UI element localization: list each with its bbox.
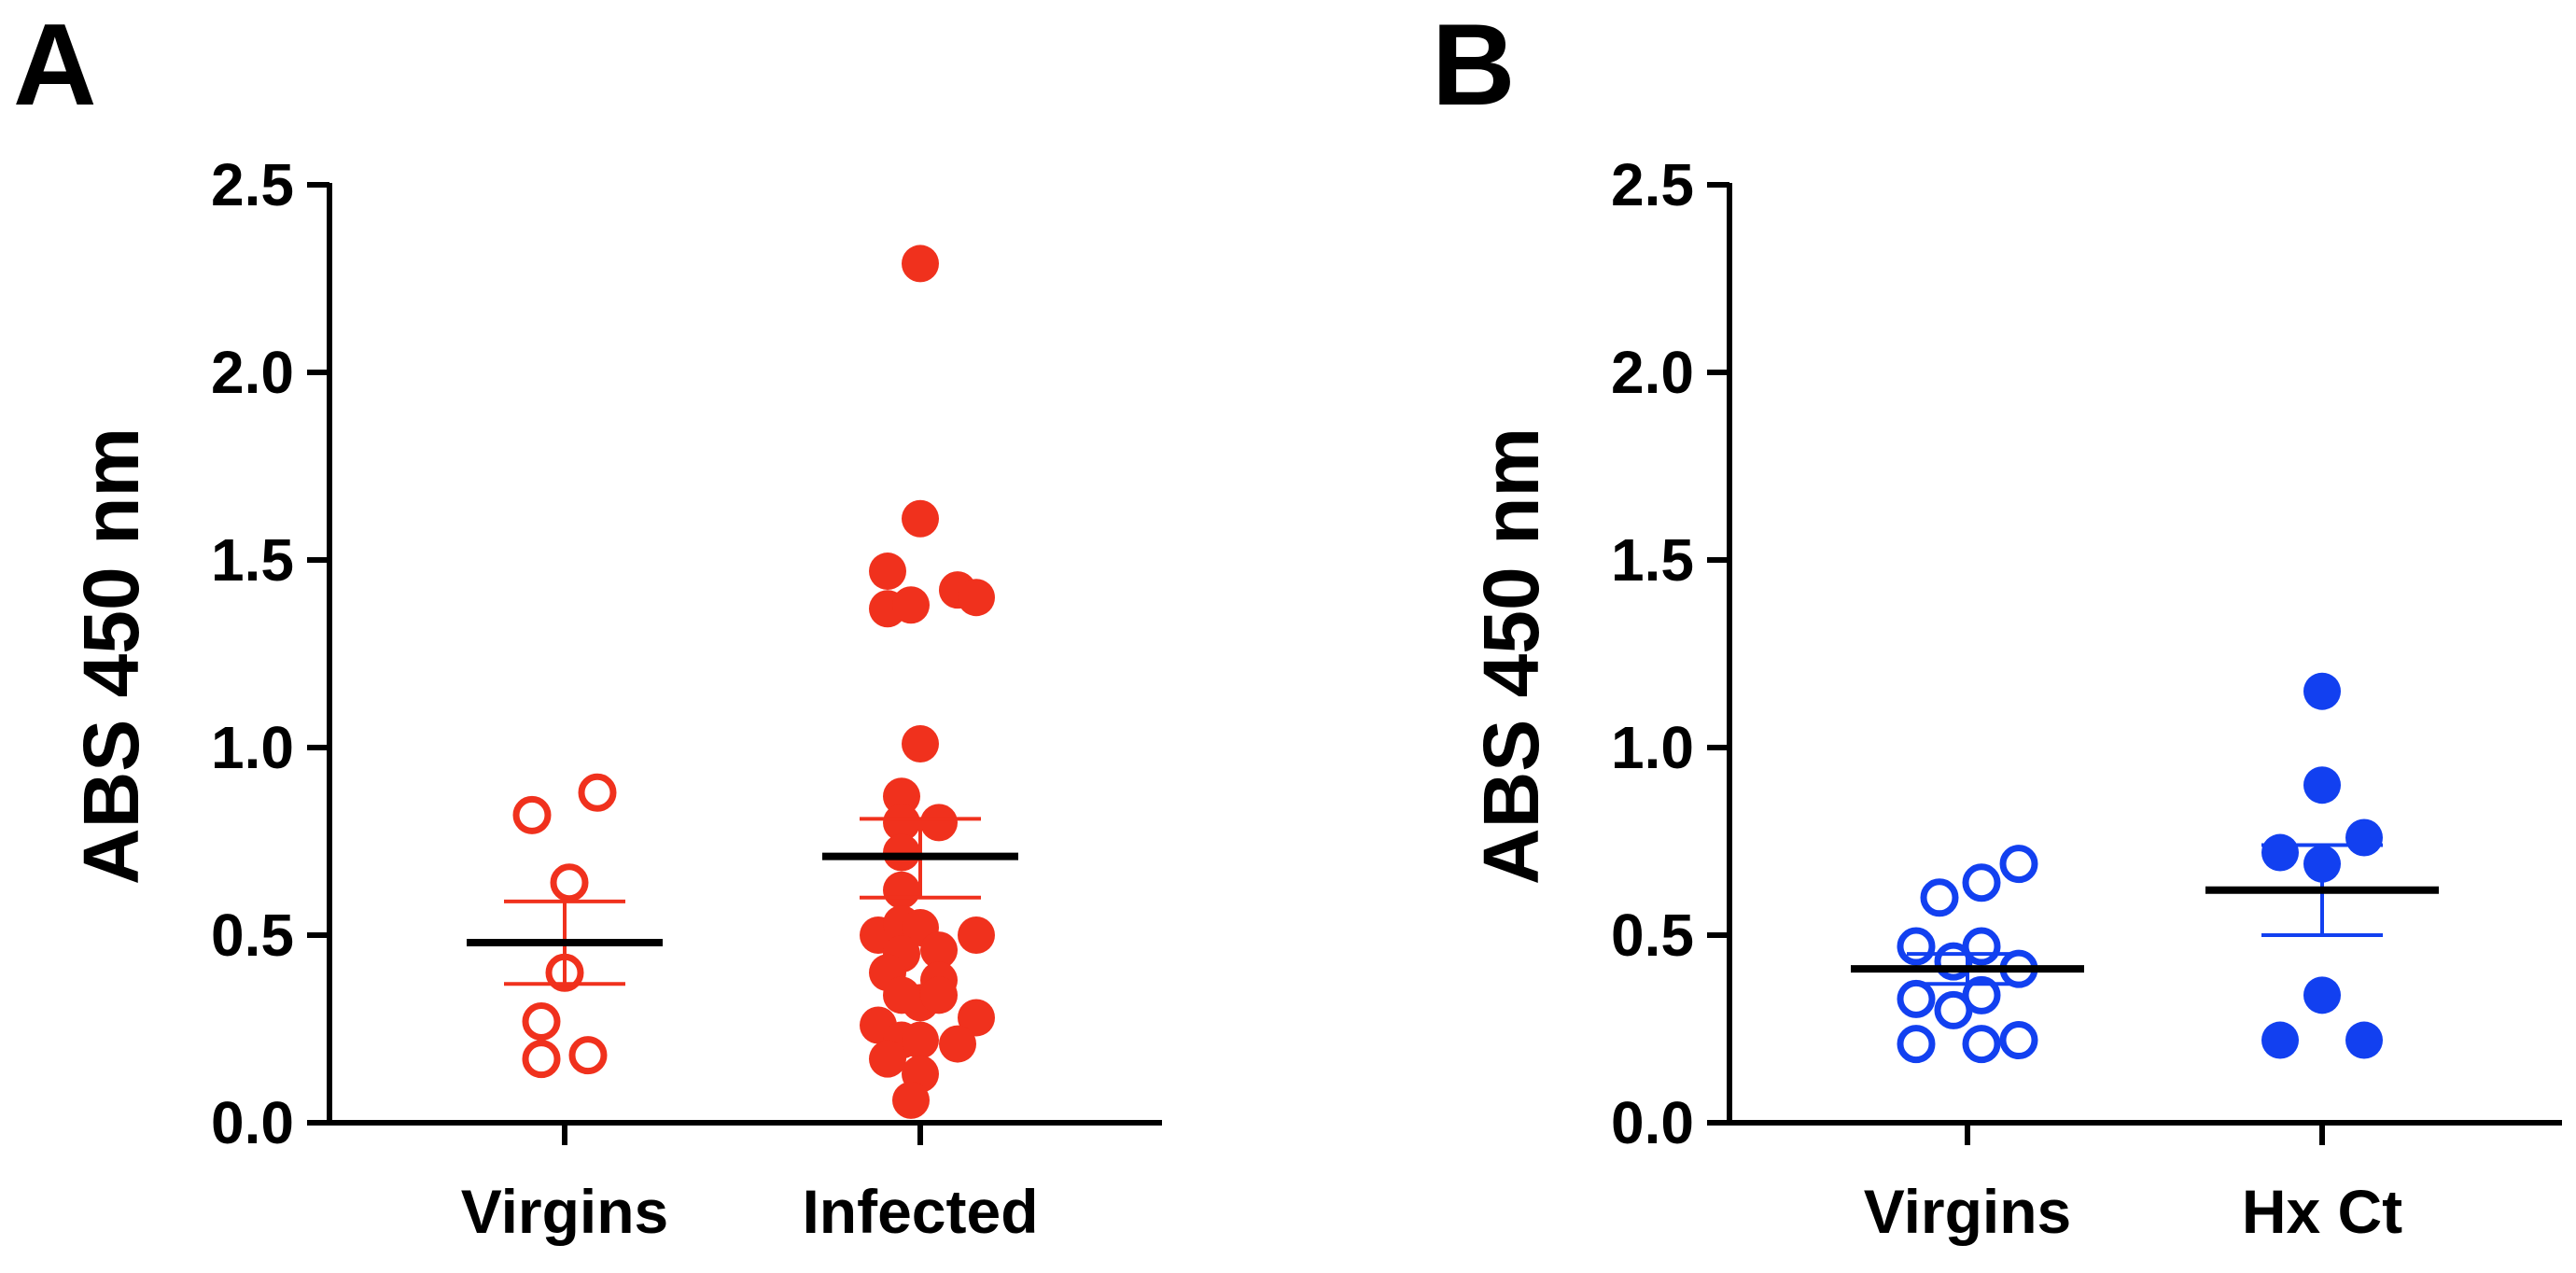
data-point: [902, 245, 939, 283]
data-point: [920, 931, 958, 970]
data-point: [920, 976, 958, 1014]
data-point: [1962, 863, 2001, 902]
data-point: [2261, 1021, 2299, 1059]
data-point: [939, 1025, 976, 1063]
data-point: [1897, 927, 1936, 966]
data-point: [1962, 1025, 2001, 1064]
data-point: [1999, 845, 2038, 884]
data-point: [883, 976, 920, 1014]
y-tick-label: 0.5: [1611, 902, 1694, 969]
data-point: [883, 871, 920, 909]
data-point: [2261, 833, 2299, 872]
panel-b-letter: B: [1432, 1, 1516, 130]
data-point: [883, 804, 920, 842]
data-point: [1934, 990, 1973, 1029]
data-point: [869, 1040, 906, 1078]
data-point: [902, 1021, 939, 1059]
data-point: [568, 1036, 608, 1075]
data-point: [920, 804, 958, 842]
y-tick-label: 1.0: [211, 714, 294, 781]
y-tick-label: 1.5: [211, 526, 294, 594]
data-point: [2303, 672, 2341, 710]
x-category-label: Virgins: [1864, 1177, 2072, 1246]
panel-b: B ABS 450 nm 0.0 0.5 1.0 1.5 2.0 2.5 Virgins Hx…: [1432, 1, 2562, 1246]
panel-a: A ABS 450 nm 0.0 0.5 1.0 1.5 2.0 2.5 Virgins In…: [13, 1, 1162, 1246]
data-point: [883, 777, 920, 816]
x-category-label: Virgins: [461, 1177, 669, 1246]
x-category-label: Infected: [802, 1177, 1038, 1246]
data-point: [902, 499, 939, 538]
data-point: [1999, 1021, 2038, 1060]
data-point: [2345, 1021, 2383, 1059]
y-tick-label: 1.5: [1611, 526, 1694, 594]
data-point: [1897, 979, 1936, 1018]
data-point: [892, 1081, 930, 1119]
data-point: [883, 833, 920, 872]
y-tick-label: 1.0: [1611, 714, 1694, 781]
data-point: [2345, 818, 2383, 857]
panel-a-plot: 0.0 0.5 1.0 1.5 2.0 2.5 Virgins Infected: [211, 151, 1162, 1246]
panel-b-y-axis-title: ABS 450 nm: [1467, 427, 1555, 885]
data-point: [1962, 975, 2001, 1014]
data-point: [1920, 878, 1959, 917]
data-point: [522, 1040, 561, 1079]
data-point: [578, 773, 617, 812]
data-point: [902, 724, 939, 762]
panel-b-plot: 0.0 0.5 1.0 1.5 2.0 2.5 Virgins Hx Ct: [1611, 151, 2562, 1246]
y-tick-label: 0.0: [211, 1089, 294, 1156]
data-point: [522, 1001, 561, 1041]
data-point: [958, 579, 995, 617]
data-point: [2303, 766, 2341, 804]
y-tick-label: 0.0: [1611, 1089, 1694, 1156]
data-point: [958, 916, 995, 954]
y-tick-label: 2.5: [1611, 151, 1694, 218]
data-point: [958, 999, 995, 1037]
x-category-label: Hx Ct: [2242, 1177, 2402, 1246]
y-tick-label: 0.5: [211, 902, 294, 969]
data-point: [512, 795, 552, 834]
data-point: [892, 586, 930, 624]
data-point: [1897, 1025, 1936, 1064]
y-tick-label: 2.0: [1611, 339, 1694, 406]
y-tick-label: 2.0: [211, 339, 294, 406]
y-tick-label: 2.5: [211, 151, 294, 218]
data-point: [550, 863, 589, 902]
data-point: [2303, 976, 2341, 1014]
panel-a-letter: A: [13, 1, 97, 130]
panel-a-y-axis-title: ABS 450 nm: [67, 427, 155, 885]
data-point: [869, 553, 906, 591]
